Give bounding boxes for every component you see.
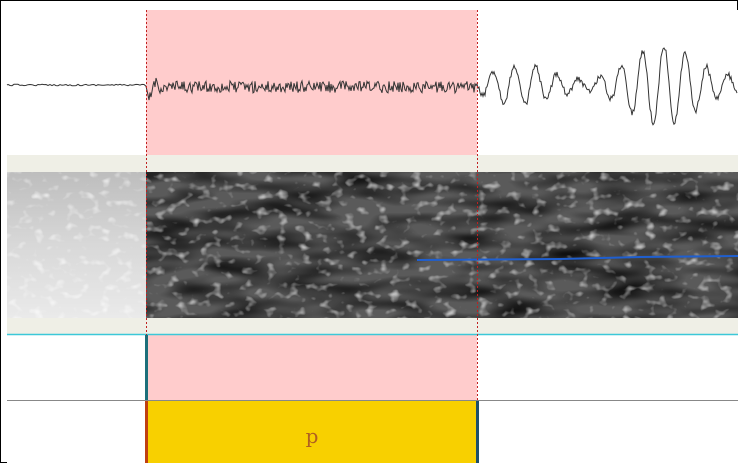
boundary-handle[interactable] xyxy=(145,401,148,463)
boundary-handle[interactable] xyxy=(145,335,148,400)
selection xyxy=(146,10,477,155)
selection xyxy=(146,335,477,400)
band xyxy=(7,318,738,334)
interval[interactable] xyxy=(146,401,477,463)
waveform xyxy=(6,47,738,126)
band xyxy=(7,155,738,172)
spectrogram xyxy=(7,172,738,318)
pitch-contour xyxy=(416,255,738,261)
boundary-handle[interactable] xyxy=(476,401,479,463)
interval-label: p xyxy=(306,424,319,448)
